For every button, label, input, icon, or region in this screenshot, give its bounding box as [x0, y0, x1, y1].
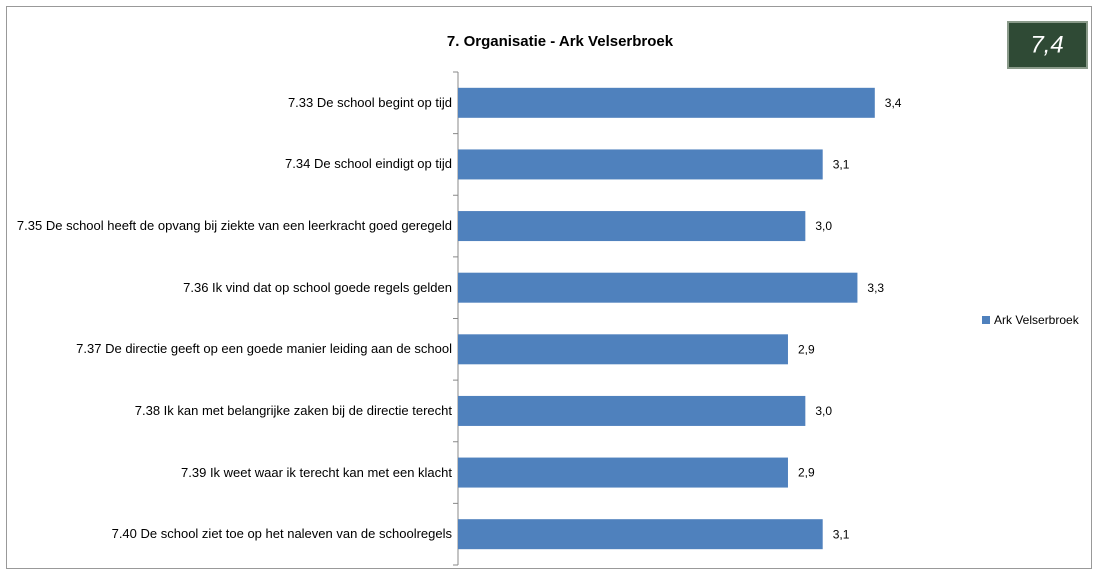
bar: [458, 87, 875, 118]
legend-swatch: [982, 316, 990, 324]
bar: [458, 395, 806, 426]
category-label: 7.40 De school ziet toe op het naleven v…: [111, 526, 452, 542]
bar: [458, 211, 806, 242]
badge-board: [1007, 21, 1088, 69]
value-label: 3,3: [867, 281, 884, 295]
category-label: 7.33 De school begint op tijd: [287, 94, 452, 110]
chart-title: 7. Organisatie - Ark Velserbroek: [447, 33, 674, 50]
category-label: 7.39 Ik weet waar ik terecht kan met een…: [181, 464, 452, 480]
bar: [458, 519, 823, 550]
category-label: 7.34 De school eindigt op tijd: [285, 156, 452, 172]
value-label: 3,0: [815, 404, 832, 418]
badge-text: 7,4: [1030, 31, 1063, 58]
value-label: 3,0: [815, 219, 832, 233]
bar: [458, 457, 788, 488]
category-label: 7.36 Ik vind dat op school goede regels …: [183, 279, 452, 295]
category-label: 7.37 De directie geeft op een goede mani…: [76, 341, 452, 357]
value-label: 2,9: [798, 342, 815, 356]
value-label: 2,9: [798, 466, 815, 480]
bar: [458, 272, 858, 303]
value-label: 3,4: [885, 96, 902, 110]
value-label: 3,1: [833, 158, 850, 172]
category-label: 7.38 Ik kan met belangrijke zaken bij de…: [134, 402, 452, 418]
bar: [458, 149, 823, 180]
category-label: 7.35 De school heeft de opvang bij ziekt…: [16, 218, 452, 234]
value-label: 3,1: [833, 527, 850, 541]
bar: [458, 334, 788, 365]
legend-label: Ark Velserbroek: [994, 313, 1080, 327]
